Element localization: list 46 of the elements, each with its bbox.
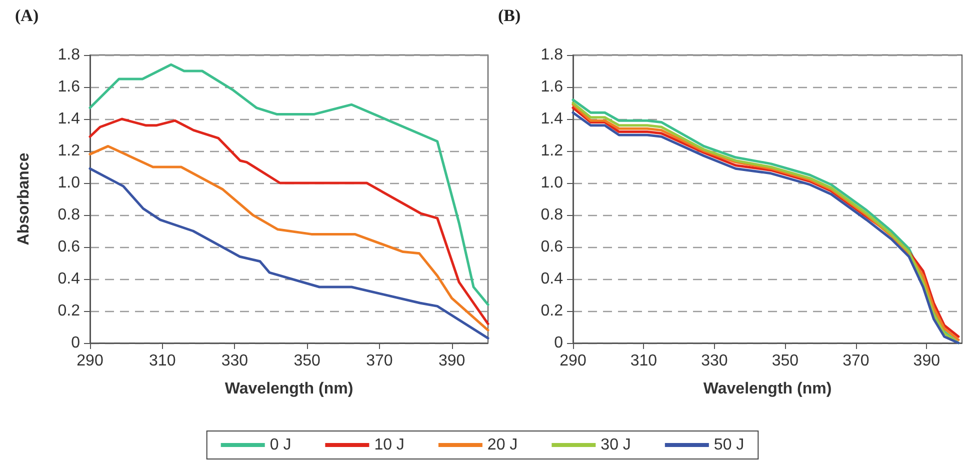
- y-tick-label: 1.4: [58, 110, 80, 128]
- x-tick-label: 290: [76, 352, 104, 370]
- legend-label: 10 J: [374, 436, 404, 454]
- y-tick-label: 0.2: [540, 302, 564, 320]
- x-tick-label: 330: [221, 352, 248, 370]
- y-tick-label: 0.6: [540, 238, 564, 256]
- y-tick-label: 0.4: [58, 270, 80, 288]
- y-tick-label: 0: [554, 334, 564, 352]
- y-tick-label: 0.8: [540, 206, 564, 224]
- y-tick-label: 1.4: [540, 110, 564, 128]
- x-axis-title: Wavelength (nm): [703, 380, 832, 398]
- chart-title: (B): [498, 6, 521, 25]
- x-tick-label: 310: [149, 352, 176, 370]
- y-tick-label: 1.0: [58, 174, 80, 192]
- x-tick-label: 350: [294, 352, 321, 370]
- y-tick-label: 1.0: [540, 174, 564, 192]
- x-tick-label: 370: [842, 352, 870, 370]
- y-tick-label: 1.2: [58, 142, 80, 160]
- legend-label: 50 J: [714, 436, 744, 454]
- y-tick-label: 0.4: [540, 270, 564, 288]
- line-series: [88, 167, 490, 340]
- x-tick-label: 370: [366, 352, 393, 370]
- chart-title: (A): [15, 6, 39, 25]
- line-series: [88, 144, 490, 332]
- x-tick-label: 390: [913, 352, 940, 370]
- y-tick-label: 0.2: [58, 302, 80, 320]
- x-tick-label: 330: [701, 352, 728, 370]
- y-tick-label: 0.8: [58, 206, 80, 224]
- y-tick-label: 0.6: [58, 238, 80, 256]
- x-tick-label: 290: [560, 352, 586, 370]
- x-tick-label: 350: [772, 352, 799, 370]
- y-tick-label: 1.6: [58, 78, 80, 96]
- x-tick-label: 310: [630, 352, 658, 370]
- y-tick-label: 1.8: [540, 46, 564, 64]
- legend-label: 0 J: [270, 436, 292, 454]
- line-series: [88, 118, 490, 326]
- line-series: [88, 63, 490, 306]
- y-tick-label: 1.6: [540, 78, 564, 96]
- x-tick-label: 390: [438, 352, 466, 370]
- x-axis-title: Wavelength (nm): [224, 380, 354, 398]
- legend-label: 20 J: [487, 436, 518, 454]
- y-tick-label: 1.2: [540, 142, 564, 160]
- legend-label: 30 J: [600, 436, 631, 454]
- y-tick-label: 0: [71, 334, 80, 352]
- y-tick-label: 1.8: [58, 46, 80, 64]
- y-axis-title: Absorbance: [16, 152, 32, 246]
